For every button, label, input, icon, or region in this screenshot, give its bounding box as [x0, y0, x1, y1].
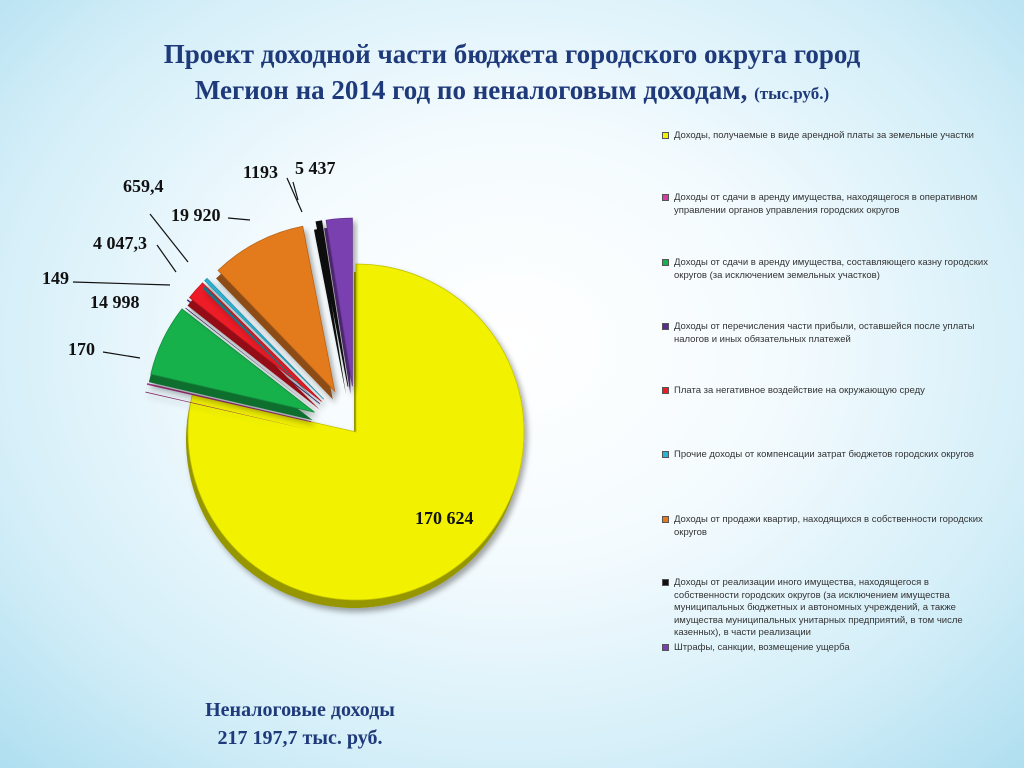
chart-title-main: Мегион на 2014 год по неналоговым дохода… — [194, 75, 748, 105]
leader-line-6 — [149, 213, 189, 263]
slice-value-label-9: 5 437 — [295, 158, 336, 178]
pie-slice-side-6 — [202, 286, 322, 408]
legend-swatch-4 — [662, 323, 669, 330]
total-value: 217 197,7 тыс. руб. — [217, 727, 383, 749]
legend-item-3: Доходы от сдачи в аренду имущества, сост… — [662, 257, 994, 282]
legend-item-6: Прочие доходы от компенсации затрат бюдж… — [662, 449, 994, 462]
leader-line-7 — [227, 217, 251, 221]
pie-slice-side-8 — [313, 228, 347, 395]
chart-title: Проект доходной части бюджета городского… — [60, 36, 964, 112]
pie-slice-3 — [148, 308, 315, 421]
legend-text-3: Доходы от сдачи в аренду имущества, сост… — [674, 257, 988, 281]
pie-slice-top-1 — [187, 263, 525, 601]
legend-swatch-9 — [662, 644, 669, 651]
legend-text-2: Доходы от сдачи в аренду имущества, нахо… — [674, 192, 978, 216]
legend-swatch-8 — [662, 579, 669, 586]
pie-slice-6 — [202, 277, 325, 408]
pie-slice-side-2 — [145, 391, 310, 430]
leader-line-5 — [156, 244, 177, 273]
slice-value-label-3: 14 998 — [90, 292, 140, 312]
slice-value-label-7: 19 920 — [171, 205, 221, 225]
leader-line-9 — [292, 181, 299, 201]
pie-slice-top-8 — [315, 220, 349, 387]
chart-title-line-2: Мегион на 2014 год по неналоговым дохода… — [60, 72, 964, 112]
slice-value-label-2: 170 — [68, 339, 95, 359]
leader-line-4 — [72, 281, 171, 286]
legend-item-9: Штрафы, санкции, возмещение ущерба — [662, 642, 994, 655]
pie-slice-side-4 — [185, 307, 318, 412]
pie-slice-top-3 — [150, 308, 315, 413]
legend-text-7: Доходы от продажи квартир, находящихся в… — [674, 514, 983, 538]
legend-text-9: Штрафы, санкции, возмещение ущерба — [674, 642, 850, 653]
legend-item-8: Доходы от реализации иного имущества, на… — [662, 577, 994, 640]
legend-item-2: Доходы от сдачи в аренду имущества, нахо… — [662, 192, 994, 217]
slice-value-label-4: 149 — [42, 268, 69, 288]
legend-swatch-3 — [662, 259, 669, 266]
legend-item-5: Плата за негативное воздействие на окруж… — [662, 385, 994, 398]
legend-swatch-6 — [662, 451, 669, 458]
pie-slice-1 — [185, 263, 525, 608]
chart-legend: Доходы, получаемые в виде арендной платы… — [662, 126, 992, 666]
legend-item-1: Доходы, получаемые в виде арендной платы… — [662, 130, 994, 143]
legend-text-4: Доходы от перечисления части прибыли, ос… — [674, 321, 975, 345]
pie-slice-top-2 — [146, 383, 312, 423]
slice-value-label-5: 4 047,3 — [93, 233, 147, 253]
slice-value-label-6: 659,4 — [123, 176, 164, 196]
chart-title-line-1: Проект доходной части бюджета городского… — [163, 39, 861, 69]
pie-slice-top-6 — [204, 277, 325, 400]
leader-line-8 — [286, 177, 303, 213]
legend-item-7: Доходы от продажи квартир, находящихся в… — [662, 514, 994, 539]
pie-slice-top-5 — [188, 282, 322, 402]
legend-item-4: Доходы от перечисления части прибыли, ос… — [662, 321, 994, 346]
chart-title-unit: (тыс.руб.) — [754, 84, 830, 103]
pie-slice-top-7 — [217, 225, 336, 393]
slice-value-label-8: 1193 — [243, 162, 279, 182]
legend-text-8: Доходы от реализации иного имущества, на… — [674, 577, 963, 638]
slice-value-label-1: 170 624 — [415, 508, 474, 528]
pie-slice-7 — [216, 225, 336, 400]
legend-text-1: Доходы, получаемые в виде арендной платы… — [674, 130, 974, 141]
pie-slice-8 — [313, 220, 349, 395]
legend-swatch-5 — [662, 387, 669, 394]
legend-text-5: Плата за негативное воздействие на окруж… — [674, 385, 925, 396]
legend-swatch-2 — [662, 194, 669, 201]
leader-line-2 — [102, 351, 141, 359]
pie-slice-top-9 — [325, 217, 353, 387]
pie-slice-5 — [187, 282, 322, 410]
legend-text-6: Прочие доходы от компенсации затрат бюдж… — [674, 449, 974, 460]
pie-slice-2 — [145, 383, 312, 430]
total-block: Неналоговые доходы 217 197,7 тыс. руб. — [180, 696, 420, 752]
pie-slice-9 — [324, 217, 353, 395]
legend-swatch-7 — [662, 516, 669, 523]
legend-swatch-1 — [662, 132, 669, 139]
total-caption: Неналоговые доходы — [205, 699, 395, 721]
